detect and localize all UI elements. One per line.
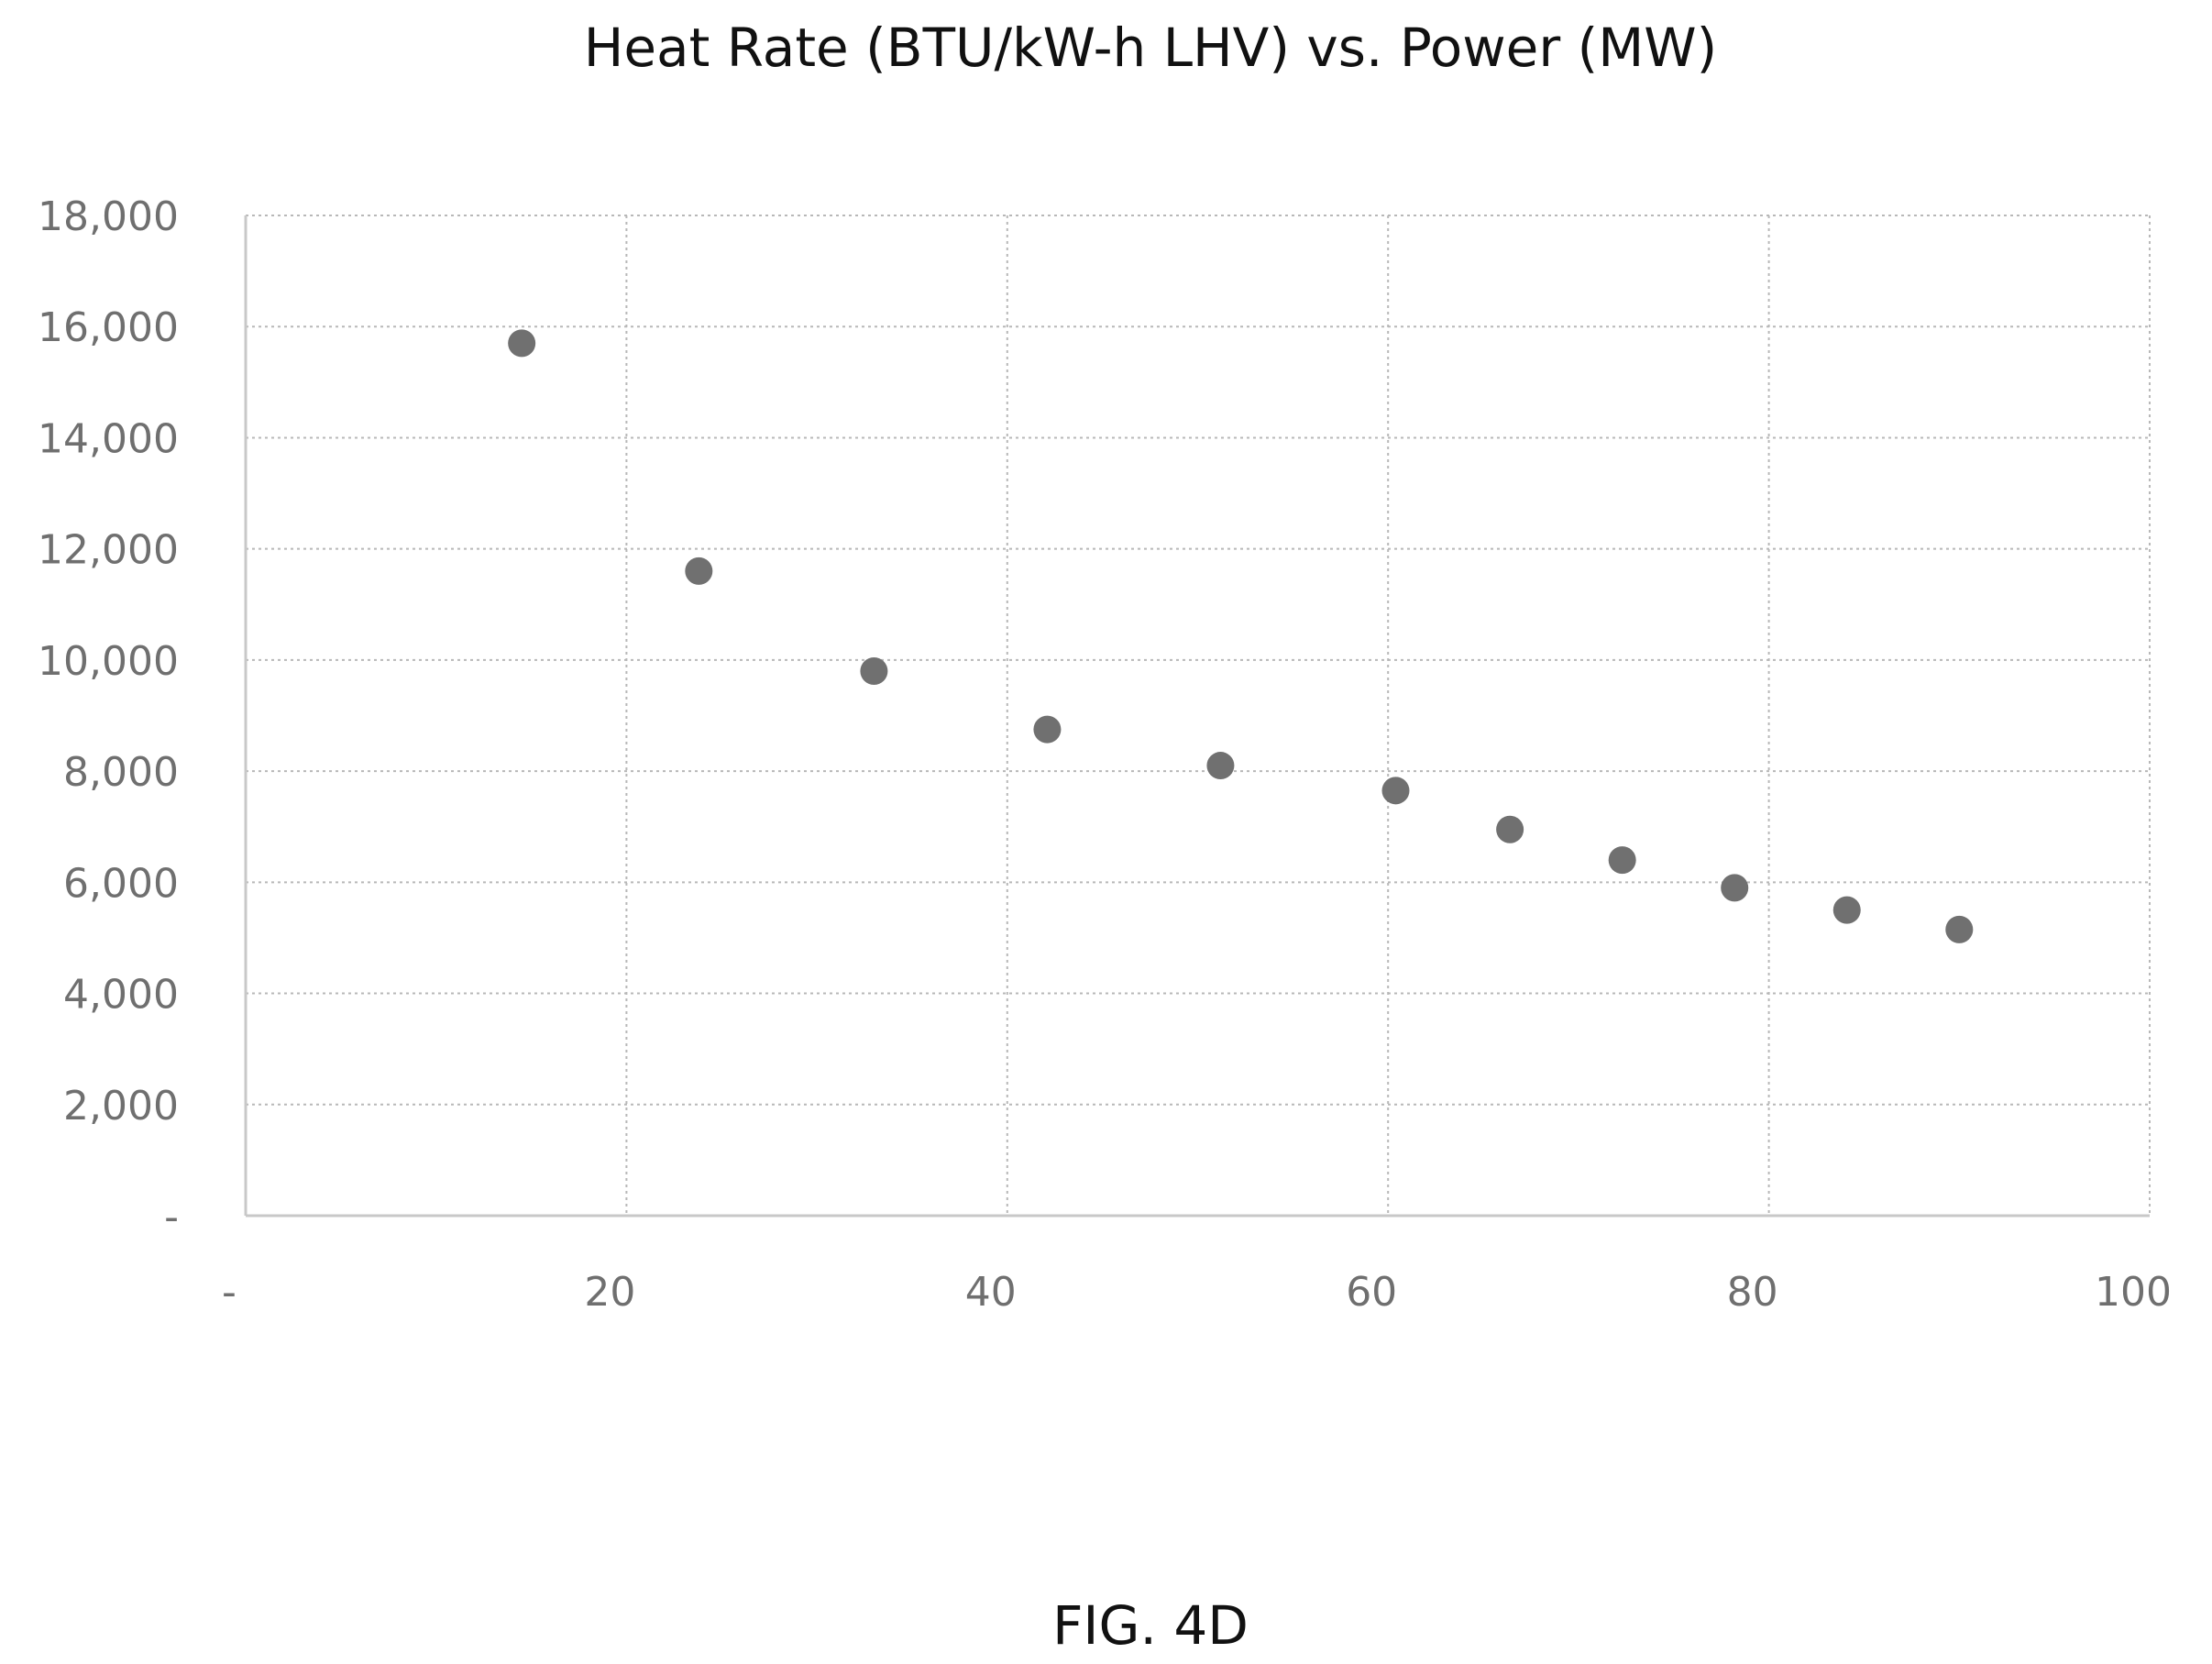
data-point (1033, 715, 1062, 744)
x-tick-label: 80 (1727, 1269, 1778, 1316)
data-point (1832, 896, 1861, 924)
x-tick-label: 40 (965, 1269, 1017, 1316)
y-tick-label: - (164, 1194, 179, 1240)
figure-caption: FIG. 4D (1052, 1594, 1249, 1657)
data-point (1206, 752, 1235, 780)
data-point (685, 557, 713, 585)
x-tick-label: 60 (1346, 1269, 1397, 1316)
y-tick-label: 18,000 (38, 193, 179, 240)
axes (244, 215, 2150, 1218)
x-tick-label: 20 (584, 1269, 635, 1316)
data-point (1381, 777, 1410, 805)
y-tick-label: 14,000 (38, 415, 179, 462)
data-point (1496, 815, 1524, 843)
y-tick-label: 6,000 (63, 860, 179, 907)
data-point (1945, 915, 1974, 943)
x-axis-ticks: - 20 40 60 80 100 (222, 1269, 2172, 1316)
data-point (1721, 874, 1749, 902)
chart-title: Heat Rate (BTU/kW-h LHV) vs. Power (MW) (584, 17, 1718, 79)
data-point (508, 329, 536, 358)
y-tick-label: 12,000 (38, 527, 179, 574)
grid (246, 215, 2151, 1216)
x-tick-label: - (222, 1269, 237, 1316)
data-points (508, 329, 1974, 943)
y-tick-label: 16,000 (38, 304, 179, 351)
x-tick-label: 100 (2095, 1269, 2172, 1316)
y-axis-ticks: - 2,000 4,000 6,000 8,000 10,000 12,000 14,000 1… (38, 193, 179, 1240)
data-point (1608, 846, 1636, 875)
data-point (860, 657, 888, 686)
y-tick-label: 10,000 (38, 638, 179, 685)
y-tick-label: 4,000 (63, 972, 179, 1019)
y-tick-label: 2,000 (63, 1083, 179, 1130)
y-tick-label: 8,000 (63, 749, 179, 796)
